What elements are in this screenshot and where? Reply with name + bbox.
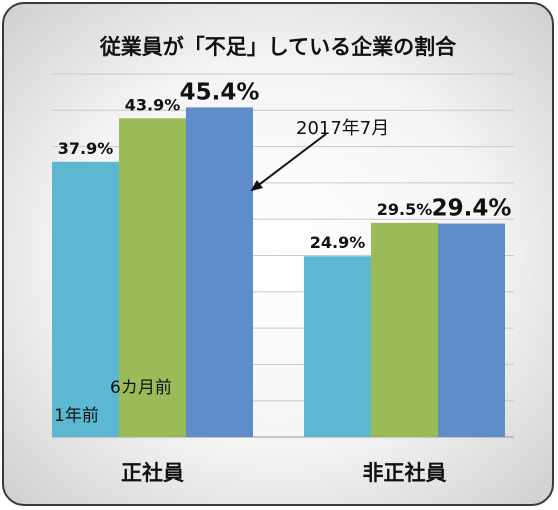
category-labels-group: 正社員 非正社員 xyxy=(121,461,447,485)
annotation-arrow xyxy=(250,133,327,192)
annotation-bar-label-1: 1年前 xyxy=(54,406,99,426)
value-label: 37.9% xyxy=(58,139,114,158)
value-label: 29.5% xyxy=(377,200,433,219)
chart-card: 従業員が「不足」している企業の割合 37.9% 43.9% 45.4% 24.9% 29… xyxy=(2,2,554,506)
value-label: 24.9% xyxy=(310,233,366,252)
category-label: 正社員 xyxy=(121,461,184,485)
value-labels-group: 37.9% 43.9% 45.4% 24.9% 29.5% 29.4% xyxy=(58,79,512,252)
chart-title: 従業員が「不足」している企業の割合 xyxy=(99,35,457,59)
bar-0-1 xyxy=(119,118,186,437)
value-label: 43.9% xyxy=(125,95,181,114)
bar-chart: 従業員が「不足」している企業の割合 37.9% 43.9% 45.4% 24.9% 29… xyxy=(52,35,514,485)
annotation-arrow-label: 2017年7月 xyxy=(296,118,389,139)
value-label: 29.4% xyxy=(432,196,512,222)
bars-group xyxy=(52,107,505,438)
bar-1-0 xyxy=(304,256,371,437)
bar-0-2 xyxy=(186,107,253,438)
bar-1-2 xyxy=(438,223,505,437)
category-label: 非正社員 xyxy=(363,461,447,485)
bar-0-0 xyxy=(52,161,119,437)
value-label: 45.4% xyxy=(180,79,260,105)
annotation-bar-label-2: 6カ月前 xyxy=(110,378,172,398)
bar-1-1 xyxy=(371,222,438,437)
